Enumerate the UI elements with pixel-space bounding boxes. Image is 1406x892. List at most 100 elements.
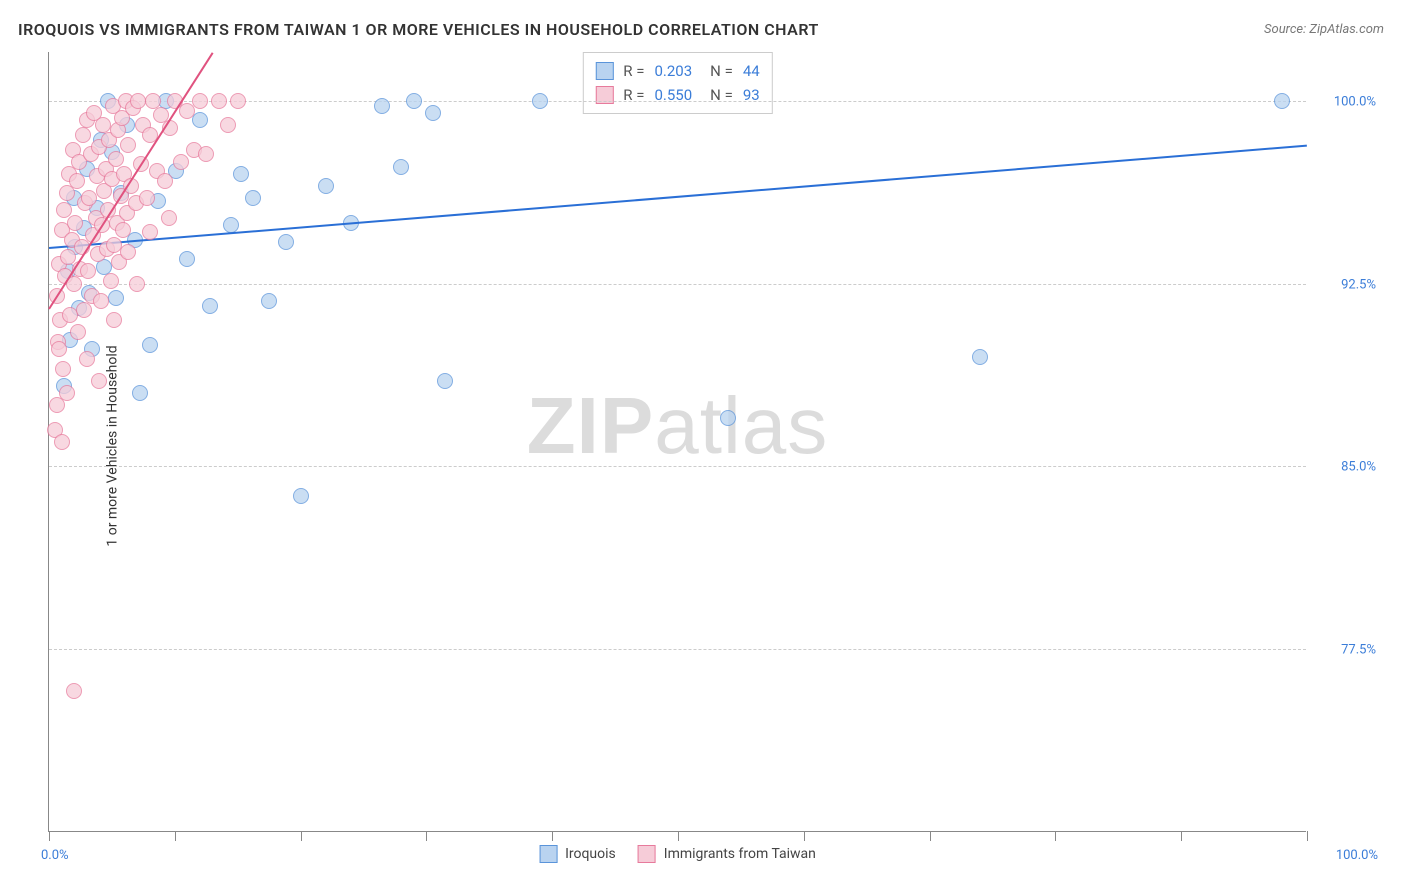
x-axis-max-label: 100.0% [1336,848,1378,863]
legend-correlation-row: R =0.203N =44 [595,59,759,83]
scatter-point [130,93,146,109]
scatter-point [106,312,122,328]
legend-swatch [539,845,557,863]
x-tick [301,831,302,841]
scatter-point [108,151,124,167]
scatter-point [293,488,309,504]
legend-series-label: Iroquois [565,846,616,862]
legend-series-label: Immigrants from Taiwan [664,846,816,862]
watermark: ZIPatlas [527,380,828,472]
watermark-bold: ZIP [527,381,654,470]
scatter-point [132,385,148,401]
scatter-point [91,373,107,389]
x-axis-min-label: 0.0% [41,848,69,863]
legend-series-item: Immigrants from Taiwan [638,845,816,863]
scatter-point [67,215,83,231]
x-tick [804,831,805,841]
scatter-point [192,112,208,128]
x-tick [552,831,553,841]
x-tick [930,831,931,841]
scatter-point [1274,93,1290,109]
r-label: R = [623,59,644,83]
n-value: 93 [743,83,760,107]
scatter-point [55,361,71,377]
y-tick-label: 85.0% [1314,460,1376,475]
legend-series-item: Iroquois [539,845,616,863]
scatter-point [76,302,92,318]
gridline: 85.0% [49,466,1306,467]
scatter-point [425,105,441,121]
gridline: 77.5% [49,649,1306,650]
scatter-point [115,222,131,238]
scatter-point [59,385,75,401]
scatter-point [66,683,82,699]
legend-swatch [595,62,613,80]
scatter-point [393,159,409,175]
plot-area: ZIPatlas R =0.203N =44R =0.550N =93 0.0%… [48,52,1306,832]
y-tick-label: 77.5% [1314,643,1376,658]
scatter-point [54,434,70,450]
scatter-point [202,298,218,314]
y-tick-label: 92.5% [1314,277,1376,292]
r-value: 0.550 [654,83,692,107]
x-tick [1055,831,1056,841]
scatter-point [108,290,124,306]
scatter-point [95,117,111,133]
scatter-point [278,234,294,250]
scatter-point [157,173,173,189]
scatter-point [75,127,91,143]
watermark-light: atlas [654,381,828,470]
scatter-point [318,178,334,194]
x-tick [426,831,427,841]
scatter-point [139,190,155,206]
scatter-point [374,98,390,114]
x-tick [49,831,50,841]
scatter-point [103,273,119,289]
scatter-point [261,293,277,309]
scatter-point [192,93,208,109]
scatter-point [720,410,736,426]
scatter-point [972,349,988,365]
scatter-point [406,93,422,109]
x-tick [175,831,176,841]
scatter-point [145,93,161,109]
source-attribution: Source: ZipAtlas.com [1264,22,1384,37]
scatter-point [211,93,227,109]
scatter-point [81,190,97,206]
scatter-point [142,337,158,353]
scatter-point [437,373,453,389]
scatter-point [198,146,214,162]
scatter-point [161,210,177,226]
scatter-point [532,93,548,109]
scatter-point [79,351,95,367]
x-tick [1307,831,1308,841]
scatter-point [70,324,86,340]
legend-swatch [638,845,656,863]
legend-correlation-row: R = 0.550 N = 93 [595,83,759,107]
regression-line [49,145,1307,249]
scatter-point [60,249,76,265]
scatter-point [142,224,158,240]
r-value: 0.203 [654,59,692,83]
scatter-point [179,251,195,267]
scatter-point [245,190,261,206]
y-tick-label: 100.0% [1314,94,1376,109]
scatter-point [120,137,136,153]
gridline: 92.5% [49,284,1306,285]
scatter-point [233,166,249,182]
x-tick [1181,831,1182,841]
r-label: R = [623,83,644,107]
x-tick [678,831,679,841]
scatter-point [69,173,85,189]
legend-correlation: R = 0.203 N = 44R = 0.550 N = 93 [582,52,772,114]
n-label: N = [710,83,733,107]
legend-series: Iroquois Immigrants from Taiwan [539,845,816,863]
plot-container: ZIPatlas R =0.203N =44R =0.550N =93 0.0%… [48,52,1378,832]
scatter-point [80,263,96,279]
scatter-point [51,341,67,357]
scatter-point [230,93,246,109]
n-value: 44 [743,59,760,83]
scatter-point [129,276,145,292]
chart-title: IROQUOIS VS IMMIGRANTS FROM TAIWAN 1 OR … [18,20,819,39]
scatter-point [220,117,236,133]
